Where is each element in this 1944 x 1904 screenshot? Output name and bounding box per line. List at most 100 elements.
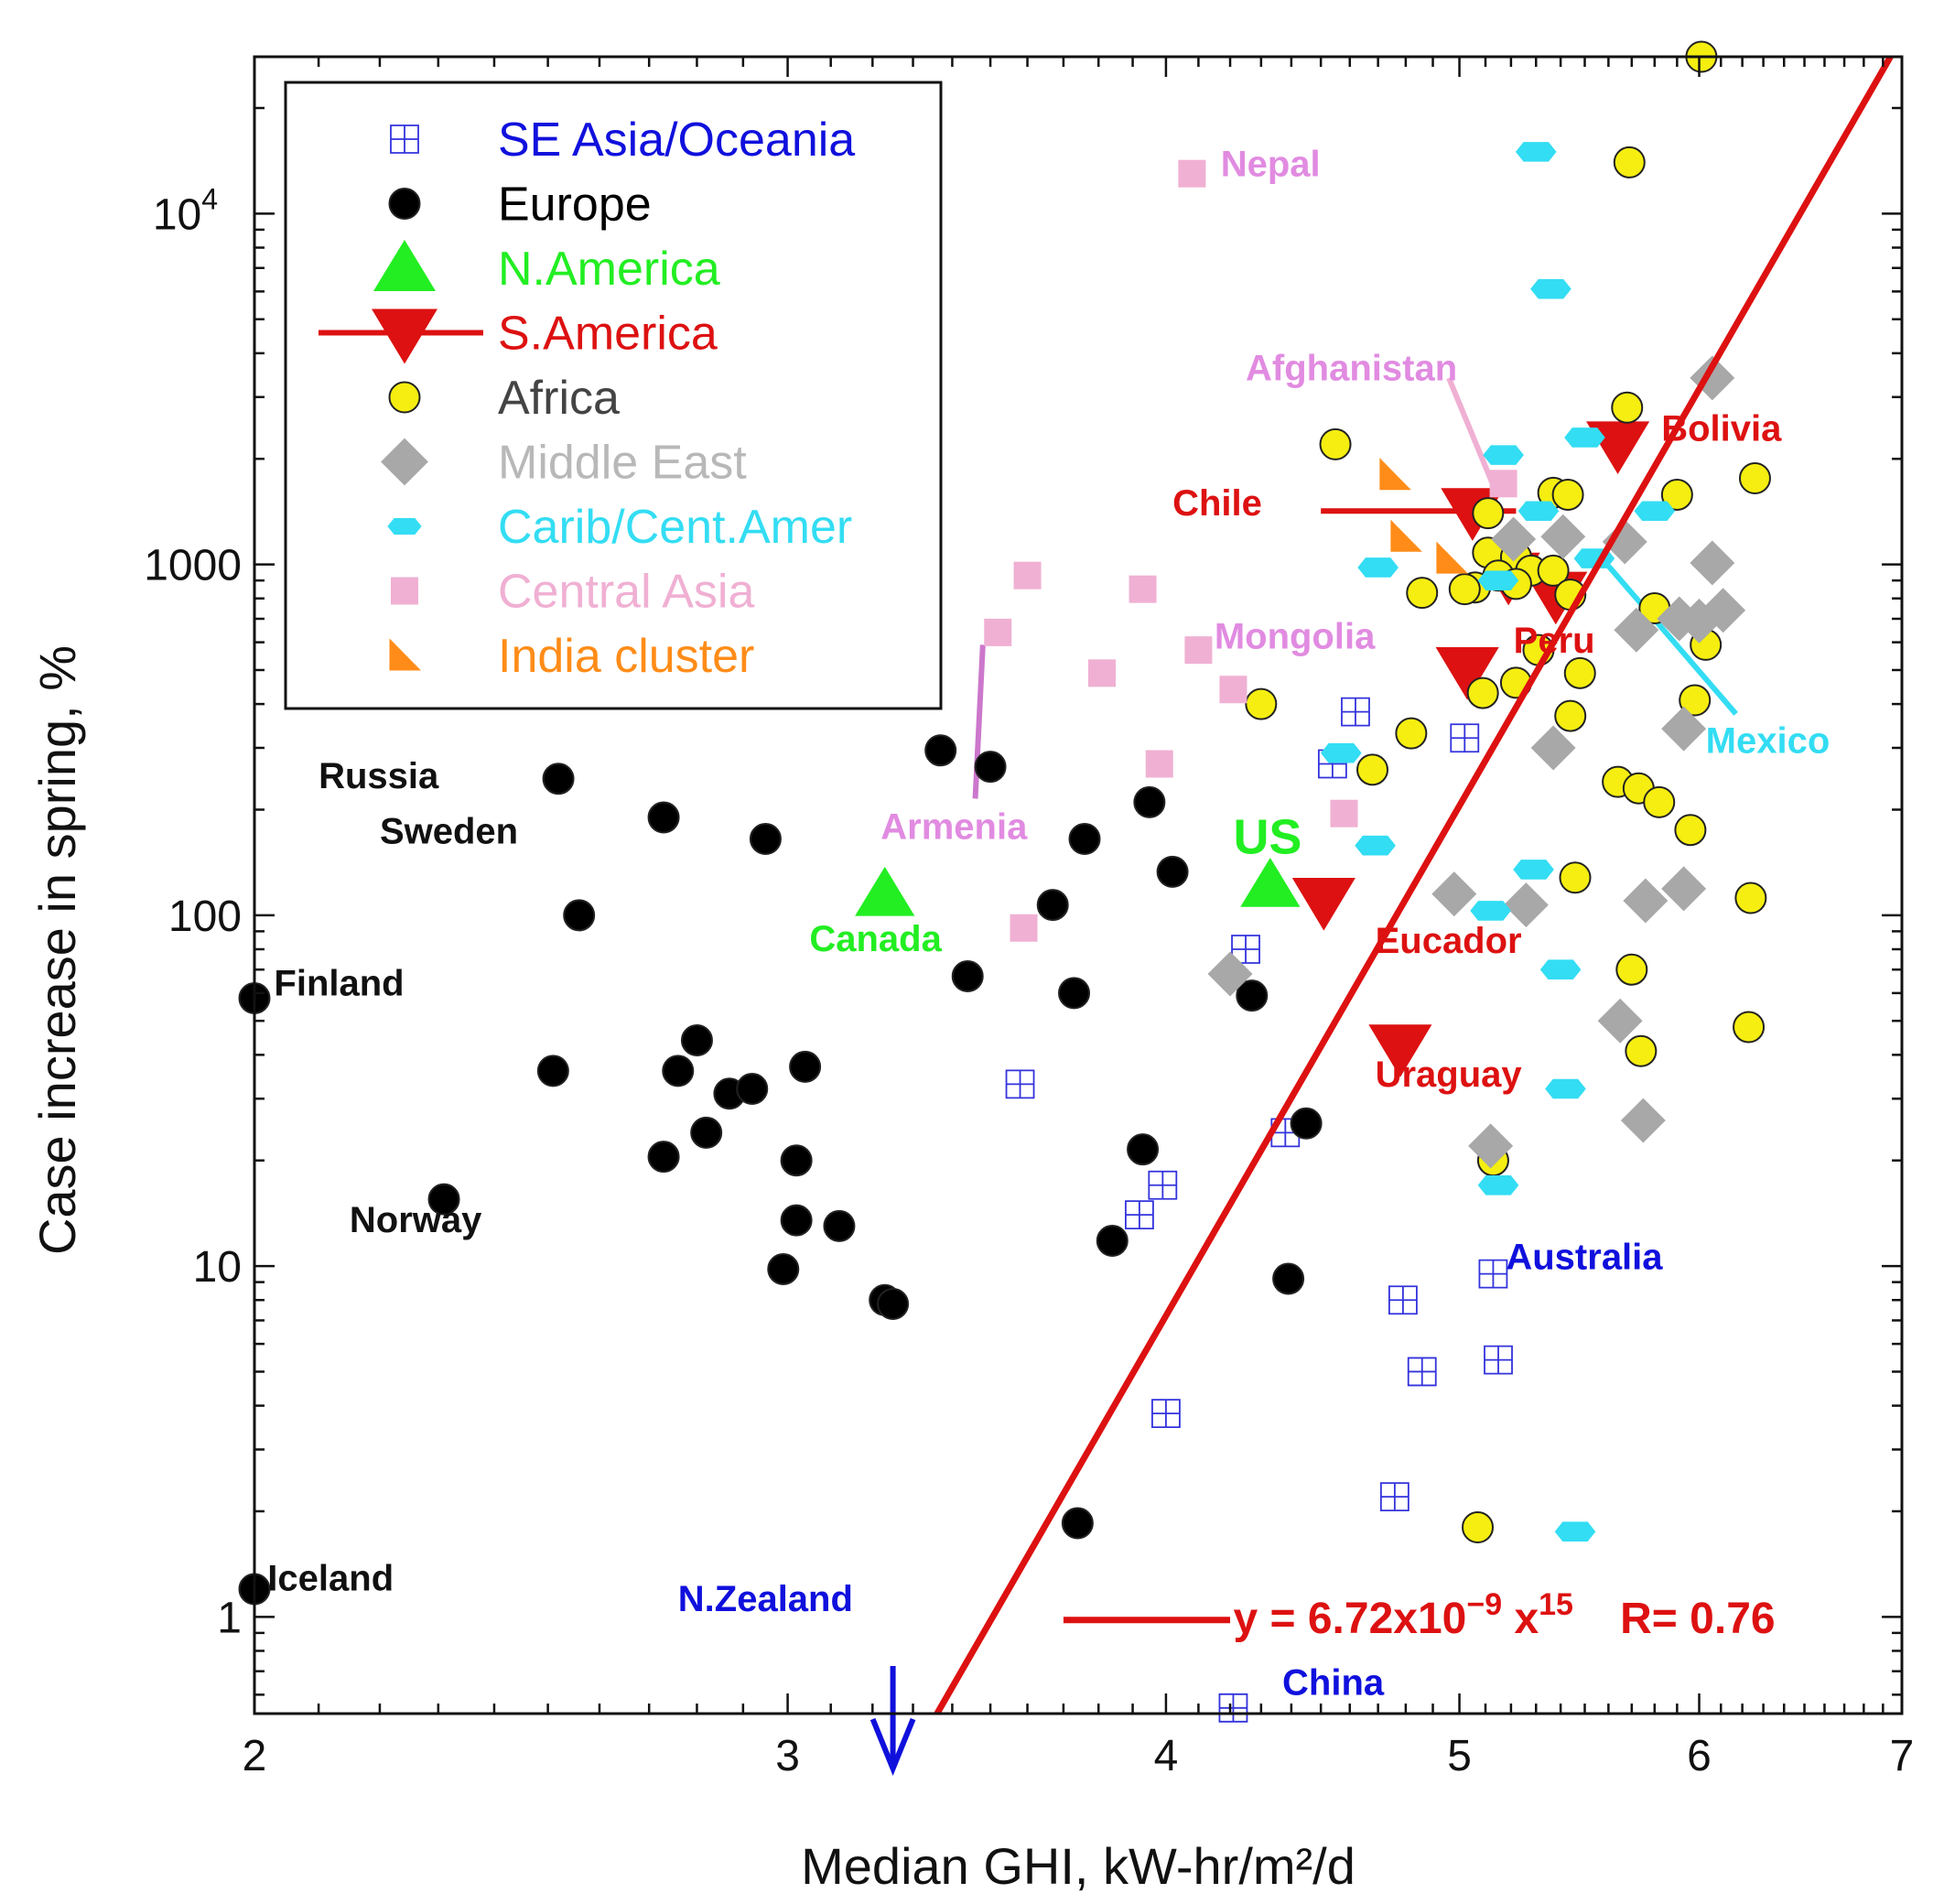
data-point — [924, 734, 957, 767]
y-tick-label-base: 10 — [153, 190, 201, 239]
legend-label-india-cluster: India cluster — [498, 630, 754, 683]
data-point — [1368, 1024, 1432, 1077]
data-point — [1551, 478, 1584, 511]
x-tick-label: 3 — [775, 1732, 800, 1780]
annotation-eucador: Eucador — [1376, 921, 1522, 961]
annotation-sweden: Sweden — [380, 812, 518, 852]
data-point — [1341, 697, 1370, 727]
annotation-bolivia: Bolivia — [1661, 409, 1782, 449]
y-axis-label: Case increase in spring, % — [28, 645, 86, 1255]
series-middle-east — [1207, 355, 1746, 1169]
data-point — [1545, 1078, 1586, 1099]
annotation-uraguay: Uraguay — [1376, 1055, 1523, 1095]
data-point — [1483, 445, 1524, 465]
data-point — [1005, 1069, 1035, 1099]
data-point — [1477, 570, 1519, 590]
data-point — [536, 1055, 569, 1087]
data-point — [855, 866, 915, 916]
legend-marker-middle-east — [381, 438, 428, 486]
fit-equation: y = 6.72x10−9 x15 — [1233, 1587, 1573, 1643]
fit-equation-exponent: −9 — [1466, 1587, 1502, 1622]
data-point — [1129, 575, 1157, 603]
data-point — [1431, 871, 1477, 917]
plot-border — [253, 55, 1904, 1715]
data-point — [1643, 785, 1676, 818]
data-point — [1156, 855, 1189, 888]
legend-label-central-asia: Central Asia — [498, 566, 754, 619]
data-point — [1615, 953, 1648, 986]
legend-label-carib-cent-amer: Carib/Cent.Amer — [498, 501, 852, 554]
data-point — [1096, 1225, 1129, 1258]
fit-equation-base: y = 6.72x10 — [1233, 1595, 1466, 1643]
data-point — [1472, 497, 1505, 530]
data-point — [690, 1116, 723, 1149]
x-tick-label: 2 — [243, 1732, 267, 1780]
data-point — [1530, 278, 1571, 299]
data-point — [1355, 835, 1396, 856]
annotation-australia: Australia — [1506, 1237, 1663, 1277]
data-point — [1450, 723, 1480, 753]
y-tick-label: 10 — [193, 1243, 242, 1292]
data-point — [1388, 1285, 1418, 1315]
data-point — [1515, 142, 1557, 162]
data-point — [1436, 541, 1468, 574]
data-point — [1291, 878, 1355, 931]
data-point — [1013, 561, 1042, 590]
data-point — [647, 1141, 680, 1174]
data-point — [1151, 1399, 1181, 1429]
fit-equation-x-exponent: 15 — [1539, 1587, 1573, 1622]
data-point — [1554, 1521, 1596, 1542]
data-point — [1218, 1693, 1248, 1723]
legend-label-s-america: S.America — [498, 308, 718, 361]
annotation-china: China — [1282, 1662, 1385, 1703]
data-point — [1489, 470, 1517, 498]
legend-marker-india-cluster — [389, 638, 421, 671]
data-point — [1058, 977, 1091, 1010]
data-point — [1470, 901, 1511, 921]
data-point — [780, 1144, 813, 1177]
series-central-asia — [984, 159, 1517, 942]
data-point — [1357, 557, 1399, 578]
y-tick-label-exponent: 4 — [201, 182, 218, 215]
annotation-mexico: Mexico — [1706, 721, 1831, 762]
data-point — [1625, 1034, 1658, 1067]
data-point — [1219, 676, 1247, 704]
data-point — [1674, 814, 1707, 847]
series-africa — [1245, 40, 1771, 1544]
legend-label-se-asia-oceania: SE Asia/Oceania — [498, 114, 855, 167]
data-point — [1330, 799, 1358, 828]
data-point — [1620, 1098, 1666, 1143]
data-point — [1484, 1345, 1513, 1375]
data-point — [1677, 598, 1722, 644]
data-point — [1478, 1259, 1508, 1289]
y-tick-label: 100 — [168, 892, 242, 941]
data-point — [1517, 501, 1560, 522]
x-tick-label: 4 — [1154, 1732, 1179, 1780]
data-point — [542, 763, 575, 795]
data-point — [1679, 684, 1712, 717]
annotation-us: US — [1233, 809, 1301, 864]
data-point — [823, 1209, 856, 1242]
data-point — [662, 1055, 695, 1087]
annotation-mongolia: Mongolia — [1215, 617, 1376, 657]
data-point — [1597, 998, 1643, 1044]
data-point — [1068, 823, 1101, 856]
data-point — [1734, 882, 1767, 914]
annotation-n-zealand: N.Zealand — [678, 1579, 853, 1619]
data-point — [1448, 573, 1481, 606]
data-point — [780, 1204, 813, 1237]
x-tick-label: 6 — [1687, 1732, 1712, 1780]
data-point — [1036, 889, 1069, 922]
legend-marker-carib-cent-amer — [387, 518, 422, 535]
series-n-america — [855, 857, 1301, 916]
data-point — [1127, 1133, 1160, 1166]
data-point — [1733, 1011, 1766, 1044]
legend-marker-europe — [388, 188, 421, 220]
data-point — [1395, 717, 1428, 750]
data-point — [1125, 1200, 1154, 1229]
annotation-peru: Peru — [1514, 621, 1595, 661]
data-point — [1184, 636, 1213, 665]
data-point — [1290, 1107, 1323, 1140]
data-point — [1513, 860, 1554, 880]
